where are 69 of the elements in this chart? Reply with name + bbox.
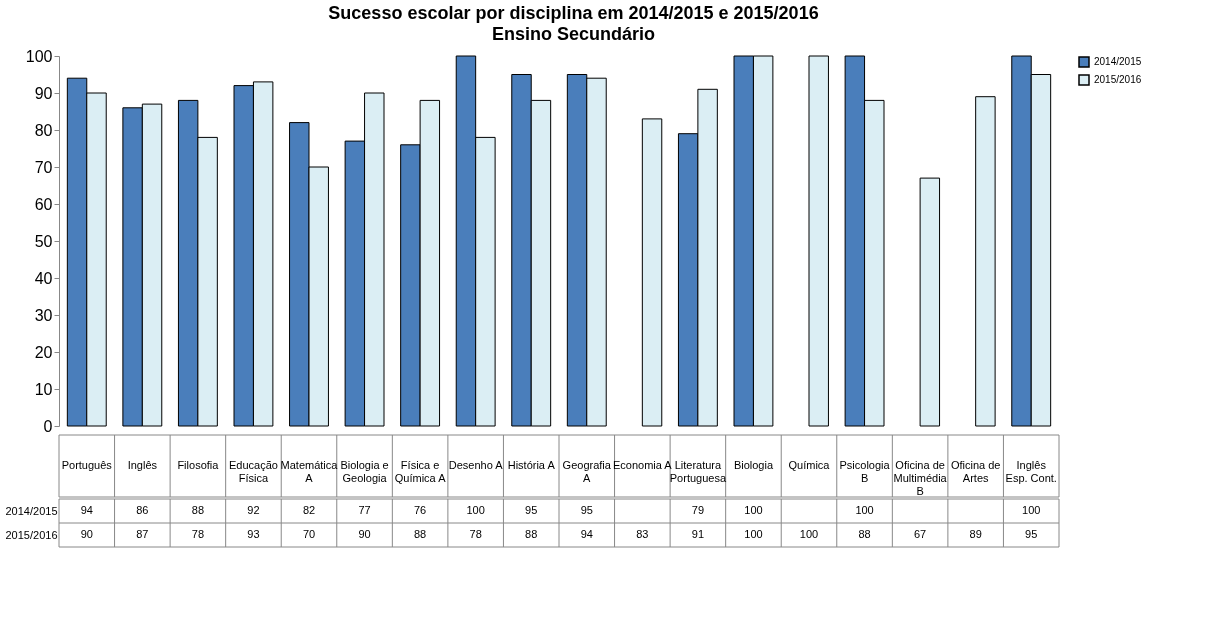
data-label: 87 <box>136 528 149 540</box>
bar <box>641 118 663 427</box>
x-tick-label: Oficina de Multimédia B <box>893 459 948 497</box>
data-label: 79 <box>691 504 705 516</box>
data-label: 100 <box>744 504 763 516</box>
data-label: 95 <box>1025 528 1038 540</box>
data-label: 94 <box>580 528 593 540</box>
data-label: 78 <box>191 528 205 540</box>
x-tick-label: Inglês <box>127 459 158 471</box>
text: 2014/2015 <box>5 504 58 517</box>
y-tick-label: 0 <box>43 417 53 435</box>
x-tick-label: História A <box>507 459 556 471</box>
x-tick-label: Física e Química A <box>394 459 447 484</box>
x-tick-label: Filosofia <box>177 459 220 471</box>
y-tick-label: 30 <box>34 306 53 324</box>
x-tick-label: Psicologia B <box>839 459 891 484</box>
data-label: 77 <box>358 504 371 516</box>
data-label: 93 <box>247 528 260 540</box>
bar <box>975 96 996 427</box>
y-tick-label: 40 <box>34 269 53 287</box>
data-label: 95 <box>580 504 593 516</box>
y-tick-label: 70 <box>34 158 53 176</box>
data-label: 89 <box>969 528 982 540</box>
x-tick-label: Português <box>61 459 113 471</box>
data-label: 90 <box>80 528 93 540</box>
y-tick-label: 100 <box>25 47 53 65</box>
bar <box>808 55 829 427</box>
data-label: 94 <box>80 504 93 516</box>
data-label: 95 <box>525 504 538 516</box>
data-label: 76 <box>413 504 427 516</box>
data-label: 88 <box>858 528 871 540</box>
x-tick-label: Geografia A <box>562 459 612 484</box>
data-label: 78 <box>469 528 482 540</box>
x-tick-label: Inglês Esp. Cont. <box>1005 459 1057 484</box>
data-label: 83 <box>636 528 649 540</box>
data-label: 100 <box>466 504 485 516</box>
x-tick-label: Biologia <box>733 459 774 471</box>
data-label: 67 <box>913 528 927 540</box>
data-label: 90 <box>358 528 371 540</box>
y-tick-label: 20 <box>34 343 53 361</box>
chart-title: Sucesso escolar por disciplina em 2014/2015 e 2015/2016 <box>328 3 819 23</box>
data-label: 92 <box>247 504 260 516</box>
x-tick-label: Química <box>788 459 831 471</box>
x-tick-label: Educação Física <box>228 459 278 484</box>
data-label: 82 <box>302 504 316 516</box>
x-tick-label: Biologia e Geologia <box>340 459 389 484</box>
text: 2015/2016 <box>5 528 58 541</box>
data-label: 88 <box>191 504 205 516</box>
y-tick-label: 60 <box>34 195 53 213</box>
y-tick-label: 90 <box>34 84 53 102</box>
data-label: 70 <box>302 528 316 540</box>
y-tick-label: 10 <box>34 380 53 398</box>
data-label: 86 <box>136 504 149 516</box>
chart-subtitle: Ensino Secundário <box>491 24 656 44</box>
data-label: 100 <box>1022 504 1041 516</box>
data-label: 88 <box>525 528 538 540</box>
data-label: 88 <box>413 528 427 540</box>
x-tick-label: Matemática A <box>280 459 339 484</box>
legend-label: 2015/2016 <box>1094 74 1142 85</box>
data-label: 100 <box>855 504 874 516</box>
y-tick-label: 50 <box>34 232 53 250</box>
legend-label: 2014/2015 <box>1094 56 1142 67</box>
y-tick-label: 80 <box>34 121 53 139</box>
data-label: 91 <box>691 528 705 540</box>
data-label: 100 <box>799 528 819 540</box>
x-tick-label: Oficina de Artes <box>950 459 1001 484</box>
bar <box>919 177 941 427</box>
data-label: 100 <box>744 528 763 540</box>
x-tick-label: Desenho A <box>448 459 504 471</box>
